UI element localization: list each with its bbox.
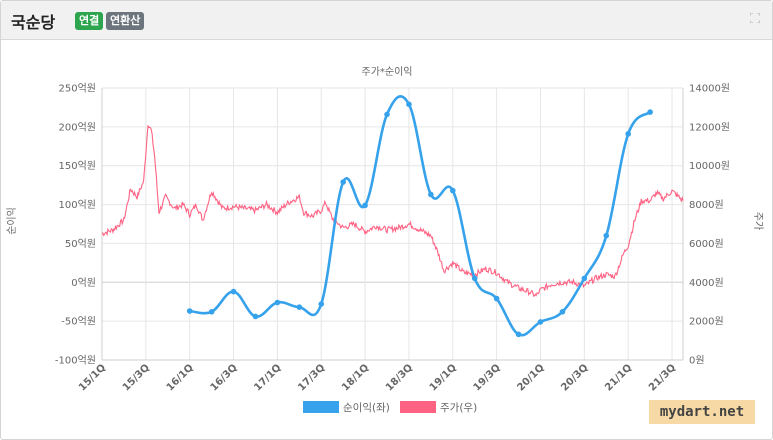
profit-data-point bbox=[318, 301, 325, 307]
x-tick-label: 15/1Q bbox=[77, 362, 108, 393]
company-name: 국순당 bbox=[11, 13, 56, 32]
y-right-tick-label: 4000원 bbox=[689, 277, 724, 289]
y-right-tick-label: 14000원 bbox=[689, 83, 730, 95]
profit-data-point bbox=[647, 109, 653, 115]
x-tick-label: 16/3Q bbox=[209, 362, 240, 393]
profit-data-point bbox=[186, 308, 193, 314]
x-tick-label: 15/3Q bbox=[121, 362, 152, 393]
profit-data-point bbox=[362, 202, 368, 209]
y-axis-left: -100억원 -50억원 0억원 50억원 100억원 150억원 200억원 250억원 bbox=[55, 83, 96, 367]
x-tick-label: 21/3Q bbox=[647, 362, 678, 393]
y-right-tick-label: 12000원 bbox=[689, 121, 730, 133]
profit-data-point bbox=[384, 111, 390, 118]
x-tick-label: 21/1Q bbox=[603, 362, 634, 393]
price-series-line bbox=[101, 125, 684, 297]
profit-data-point bbox=[449, 187, 456, 194]
profit-data-point bbox=[340, 179, 346, 185]
profit-data-point bbox=[581, 275, 588, 282]
x-tick-label: 20/3Q bbox=[559, 362, 590, 393]
y-right-tick-label: 2000원 bbox=[689, 316, 724, 328]
y-right-tick-label: 0원 bbox=[689, 355, 705, 367]
chart-grid bbox=[101, 87, 684, 361]
profit-data-point bbox=[493, 295, 500, 302]
profit-data-point bbox=[471, 275, 478, 282]
y-right-tick-label: 6000원 bbox=[689, 238, 724, 250]
x-tick-label: 16/1Q bbox=[165, 362, 196, 393]
x-tick-label: 17/1Q bbox=[252, 362, 283, 393]
x-tick-label: 19/1Q bbox=[428, 362, 459, 393]
profit-data-point bbox=[296, 304, 303, 310]
y-axis-right-label: 주가 bbox=[752, 212, 764, 230]
x-tick-label: 19/3Q bbox=[472, 362, 503, 393]
profit-data-point bbox=[428, 191, 434, 198]
x-tick-label: 17/3Q bbox=[296, 362, 327, 393]
y-left-tick-label: 100억원 bbox=[59, 199, 97, 211]
consolidated-badge[interactable]: 연결 bbox=[75, 12, 104, 30]
x-tick-label: 18/1Q bbox=[340, 362, 371, 393]
watermark-logo: mydart.net bbox=[649, 400, 755, 424]
x-tick-label: 18/3Q bbox=[384, 362, 415, 393]
y-left-tick-label: -50억원 bbox=[61, 316, 96, 328]
y-left-tick-label: 50억원 bbox=[65, 238, 96, 250]
profit-data-point bbox=[559, 309, 566, 315]
series-layer bbox=[101, 95, 684, 338]
legend-label-profit[interactable]: 순이익(좌) bbox=[343, 402, 390, 414]
y-left-tick-label: 250억원 bbox=[59, 83, 97, 95]
profit-data-point bbox=[603, 232, 610, 239]
legend-label-price[interactable]: 주가(우) bbox=[440, 402, 477, 414]
expand-icon[interactable] bbox=[749, 12, 761, 24]
y-right-tick-label: 8000원 bbox=[689, 199, 724, 211]
y-left-tick-label: 150억원 bbox=[59, 160, 97, 172]
profit-data-point bbox=[537, 319, 544, 325]
legend-swatch-price[interactable] bbox=[400, 401, 436, 413]
card-header: 국순당 연결 연환산 bbox=[1, 1, 772, 40]
legend: 순이익(좌) 주가(우) bbox=[303, 401, 477, 414]
profit-data-point bbox=[515, 331, 522, 338]
annualized-badge[interactable]: 연환산 bbox=[106, 12, 145, 30]
profit-data-point bbox=[274, 299, 281, 306]
profit-data-point bbox=[625, 131, 631, 137]
y-axis-left-label: 순이익 bbox=[6, 207, 18, 235]
profit-data-point bbox=[230, 288, 237, 295]
legend-swatch-profit[interactable] bbox=[303, 401, 339, 413]
y-axis-right: 0원 2000원 4000원 6000원 8000원 10000원 12000원 14000원 bbox=[689, 83, 730, 367]
x-tick-label: 20/1Q bbox=[515, 362, 546, 393]
y-left-tick-label: -100억원 bbox=[55, 355, 96, 367]
profit-data-point bbox=[208, 309, 215, 315]
y-right-tick-label: 10000원 bbox=[689, 160, 730, 172]
chart-title: 주가*순이익 bbox=[362, 66, 413, 78]
y-left-tick-label: 200억원 bbox=[59, 121, 97, 133]
profit-price-chart: 주가*순이익 -100억원 -50억원 0억원 50억원 100억원 150억원 200억원… bbox=[6, 66, 764, 414]
profit-data-point bbox=[252, 313, 259, 320]
profit-data-point bbox=[406, 101, 412, 108]
y-left-tick-label: 0억원 bbox=[71, 277, 96, 289]
x-axis: 15/1Q 15/3Q 16/1Q 16/3Q 17/1Q 17/3Q 18/1Q 18/3Q… bbox=[77, 362, 678, 393]
profit-series-line bbox=[189, 95, 652, 337]
